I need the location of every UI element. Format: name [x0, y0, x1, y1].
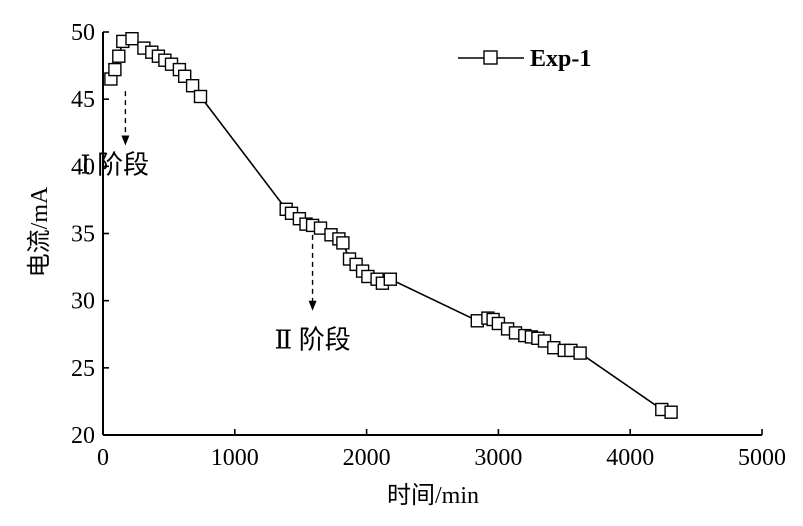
annotations: Ⅰ 阶段 Ⅱ 阶段 — [80, 91, 351, 355]
tick-marks: 0 1000 2000 3000 4000 5000 20 25 30 35 40 45 50 — [71, 20, 786, 471]
data-point — [108, 62, 122, 77]
data-point — [185, 78, 200, 93]
legend-marker — [483, 50, 498, 65]
x-tick-label: 4000 — [606, 445, 654, 471]
y-tick-label: 30 — [71, 289, 95, 315]
legend: Exp-1 — [458, 46, 591, 72]
data-point — [573, 346, 587, 360]
x-tick-label: 2000 — [343, 445, 391, 471]
annotation-label: Ⅱ 阶段 — [275, 326, 351, 355]
data-point — [112, 49, 126, 63]
data-point — [193, 89, 208, 104]
data-point — [336, 236, 350, 250]
data-point — [125, 32, 139, 46]
y-tick-label: 50 — [71, 20, 95, 46]
series-layer — [104, 32, 678, 419]
y-tick-label: 35 — [71, 222, 95, 248]
y-axis-title: 电流/mA — [26, 186, 53, 277]
x-tick-label: 5000 — [738, 445, 786, 471]
annotation-arrowhead — [121, 135, 130, 146]
annotation-label: Ⅰ 阶段 — [80, 150, 149, 179]
y-tick-label: 40 — [71, 154, 95, 180]
x-tick-label: 3000 — [474, 445, 522, 471]
y-tick-label: 25 — [71, 356, 95, 382]
data-point — [664, 405, 678, 419]
y-tick-label: 45 — [71, 87, 95, 113]
annotation-arrowhead — [308, 300, 317, 311]
legend-label: Exp-1 — [530, 46, 591, 72]
x-tick-label: 1000 — [211, 445, 259, 471]
y-tick-label: 20 — [71, 423, 95, 449]
x-axis-title: 时间/min — [387, 482, 479, 509]
data-point — [383, 272, 397, 286]
x-tick-label: 0 — [97, 445, 109, 471]
